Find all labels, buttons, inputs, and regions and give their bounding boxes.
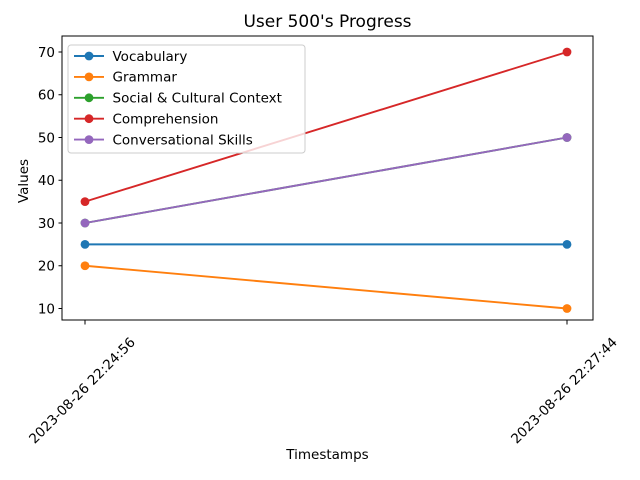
series-line-conversational-skills: [84, 136, 568, 224]
legend-marker: [84, 135, 94, 145]
series-marker-comprehension: [562, 47, 572, 57]
y-tick-label: 10: [38, 301, 55, 317]
x-axis-label: Timestamps: [286, 447, 369, 463]
series-marker-conversational-skills: [80, 218, 90, 228]
series-marker-vocabulary: [562, 239, 572, 249]
legend-label: Conversational Skills: [113, 132, 253, 148]
y-tick-label: 50: [38, 130, 55, 146]
x-tick-label: 2023-08-26 22:27:44: [508, 335, 621, 448]
y-tick-label: 30: [38, 216, 55, 232]
legend-label: Comprehension: [113, 112, 219, 128]
series-marker-vocabulary: [80, 239, 90, 249]
series-marker-grammar: [562, 304, 572, 313]
y-tick-label: 40: [38, 173, 55, 189]
y-tick-label: 70: [38, 45, 55, 61]
legend-label: Vocabulary: [113, 49, 188, 65]
series-marker-grammar: [80, 261, 90, 271]
legend-marker: [84, 51, 94, 61]
chart-title: User 500's Progress: [243, 12, 412, 32]
legend-label: Grammar: [113, 70, 178, 86]
legend-marker: [84, 93, 94, 103]
series-marker-comprehension: [80, 197, 90, 207]
y-tick-label: 20: [38, 259, 55, 275]
plot-frame: [61, 35, 594, 321]
legend-marker: [84, 114, 94, 124]
y-tick-label: 60: [38, 88, 55, 104]
legend-box: [67, 44, 306, 154]
series-line-comprehension: [84, 51, 568, 203]
series-marker-conversational-skills: [562, 133, 572, 142]
legend-marker: [84, 72, 94, 82]
series-line-grammar: [84, 264, 568, 310]
x-tick-label: 2023-08-26 22:24:56: [26, 335, 139, 448]
legend-label: Social & Cultural Context: [113, 91, 282, 107]
